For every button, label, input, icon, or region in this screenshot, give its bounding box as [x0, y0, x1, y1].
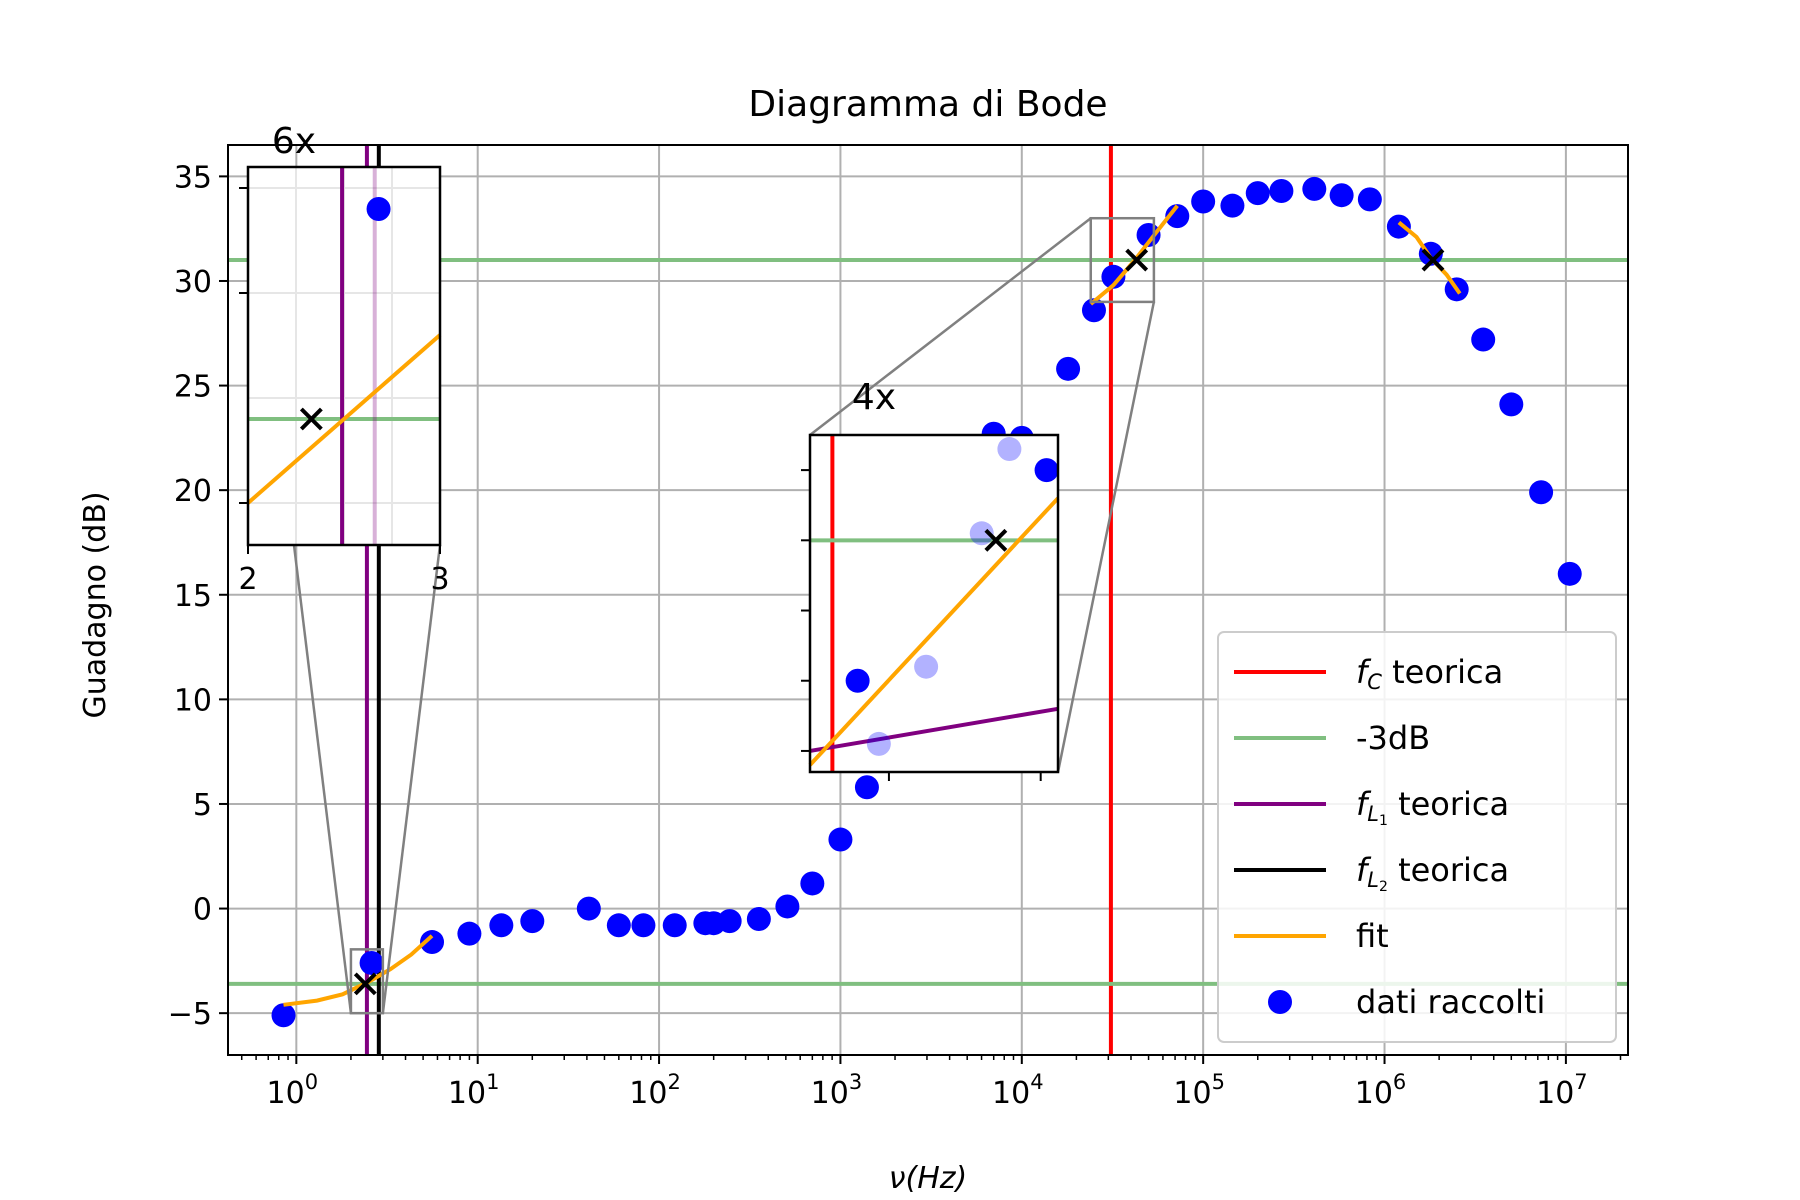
data-point: [1557, 561, 1582, 586]
y-tick-label: 25: [174, 370, 212, 405]
legend-label-data: dati raccolti: [1356, 983, 1545, 1021]
y-tick-label: 20: [174, 474, 212, 509]
inset-x-tick-label: 3: [430, 562, 449, 597]
inset-data-point: [366, 197, 391, 221]
data-point: [828, 827, 853, 852]
y-tick-label: 35: [174, 160, 212, 195]
inset-fit-line: [246, 333, 442, 505]
inset-fl1-line: [809, 706, 1059, 753]
data-point: [775, 894, 800, 919]
y-tick-label: 5: [193, 788, 212, 823]
data-point: [1386, 214, 1411, 239]
inset-data-point: [914, 654, 939, 679]
x-tick-label: 105: [1173, 1070, 1225, 1111]
data-point: [1220, 193, 1245, 218]
data-point: [420, 930, 445, 955]
data-point: [662, 913, 687, 938]
legend-label-minus3db: -3dB: [1356, 719, 1430, 757]
data-point: [1269, 179, 1294, 204]
x-tick-label: 101: [448, 1070, 500, 1111]
crossing-marker: [353, 972, 377, 996]
zoom-connector: [809, 217, 1092, 436]
inset-background: [810, 435, 1058, 772]
crossing-marker: [1421, 248, 1445, 272]
zoom-source-box: [349, 948, 385, 1015]
y-tick-label: −5: [168, 997, 212, 1032]
data-point: [746, 907, 771, 932]
legend-label-fit: fit: [1356, 917, 1389, 955]
x-tick-label: 104: [992, 1070, 1044, 1111]
data-point: [576, 896, 601, 921]
inset-data-point: [969, 521, 994, 546]
inset-frame: [246, 165, 442, 547]
data-point: [1529, 480, 1554, 505]
fit-line: [283, 934, 434, 1007]
data-point: [854, 775, 879, 800]
y-tick-label: 30: [174, 265, 212, 300]
data-point: [1357, 187, 1382, 212]
x-tick-label: 100: [267, 1070, 319, 1111]
inset-x-tick-label: 2: [238, 562, 257, 597]
data-point: [457, 921, 482, 946]
zoom-connector: [381, 544, 442, 1014]
inset-zoom-label: 6x: [272, 121, 316, 162]
data-point: [1499, 392, 1524, 417]
inset-frame: [808, 433, 1060, 774]
data-point: [489, 913, 514, 938]
inset-data-point: [866, 731, 891, 756]
inset-data-point: [997, 437, 1022, 462]
data-point: [1101, 264, 1126, 289]
chart-title: Diagramma di Bode: [748, 84, 1107, 125]
y-tick-label: 0: [193, 893, 212, 928]
y-tick-label: 15: [174, 579, 212, 614]
inset-6x: 2 3 6x: [238, 121, 450, 1015]
data-point: [1245, 181, 1270, 206]
x-tick-label: 107: [1536, 1070, 1588, 1111]
data-point: [717, 909, 742, 934]
x-tick-label: 106: [1355, 1070, 1407, 1111]
crossing-marker: [1125, 248, 1149, 272]
zoom-source-box: [1089, 216, 1156, 304]
crossing-marker: [299, 407, 323, 431]
x-axis-label: ν(Hz): [889, 1161, 967, 1196]
legend-label-fl1: fL1 teorica: [1356, 785, 1509, 829]
x-tick-label: 103: [811, 1070, 863, 1111]
data-point: [1471, 327, 1496, 352]
data-point: [800, 871, 825, 896]
data-point: [1191, 189, 1216, 214]
data-point: [1056, 356, 1081, 381]
data-point: [1081, 298, 1106, 323]
inset-4x: 4x: [801, 216, 1156, 781]
data-point: [271, 1003, 296, 1028]
data-point: [359, 950, 384, 975]
legend-swatch-data: [1268, 990, 1292, 1014]
inset-zoom-label: 4x: [852, 377, 896, 418]
legend-label-fl2: fL2 teorica: [1356, 851, 1509, 895]
inset-fit-line: [808, 496, 1060, 767]
y-tick-label: 10: [174, 683, 212, 718]
data-point: [1329, 183, 1354, 208]
inset-data-point: [845, 668, 870, 693]
legend-box: [1217, 631, 1617, 1043]
axes-frame: [227, 144, 1629, 1056]
crossing-marker: [984, 528, 1008, 552]
data-point: [631, 913, 656, 938]
data-point: [1302, 176, 1327, 201]
data-point: [520, 909, 545, 934]
x-tick-label: 102: [629, 1070, 681, 1111]
y-axis-label: Guadagno (dB): [78, 491, 113, 718]
inset-data-point: [1034, 458, 1059, 483]
zoom-connector: [1056, 301, 1156, 773]
data-point: [606, 913, 631, 938]
